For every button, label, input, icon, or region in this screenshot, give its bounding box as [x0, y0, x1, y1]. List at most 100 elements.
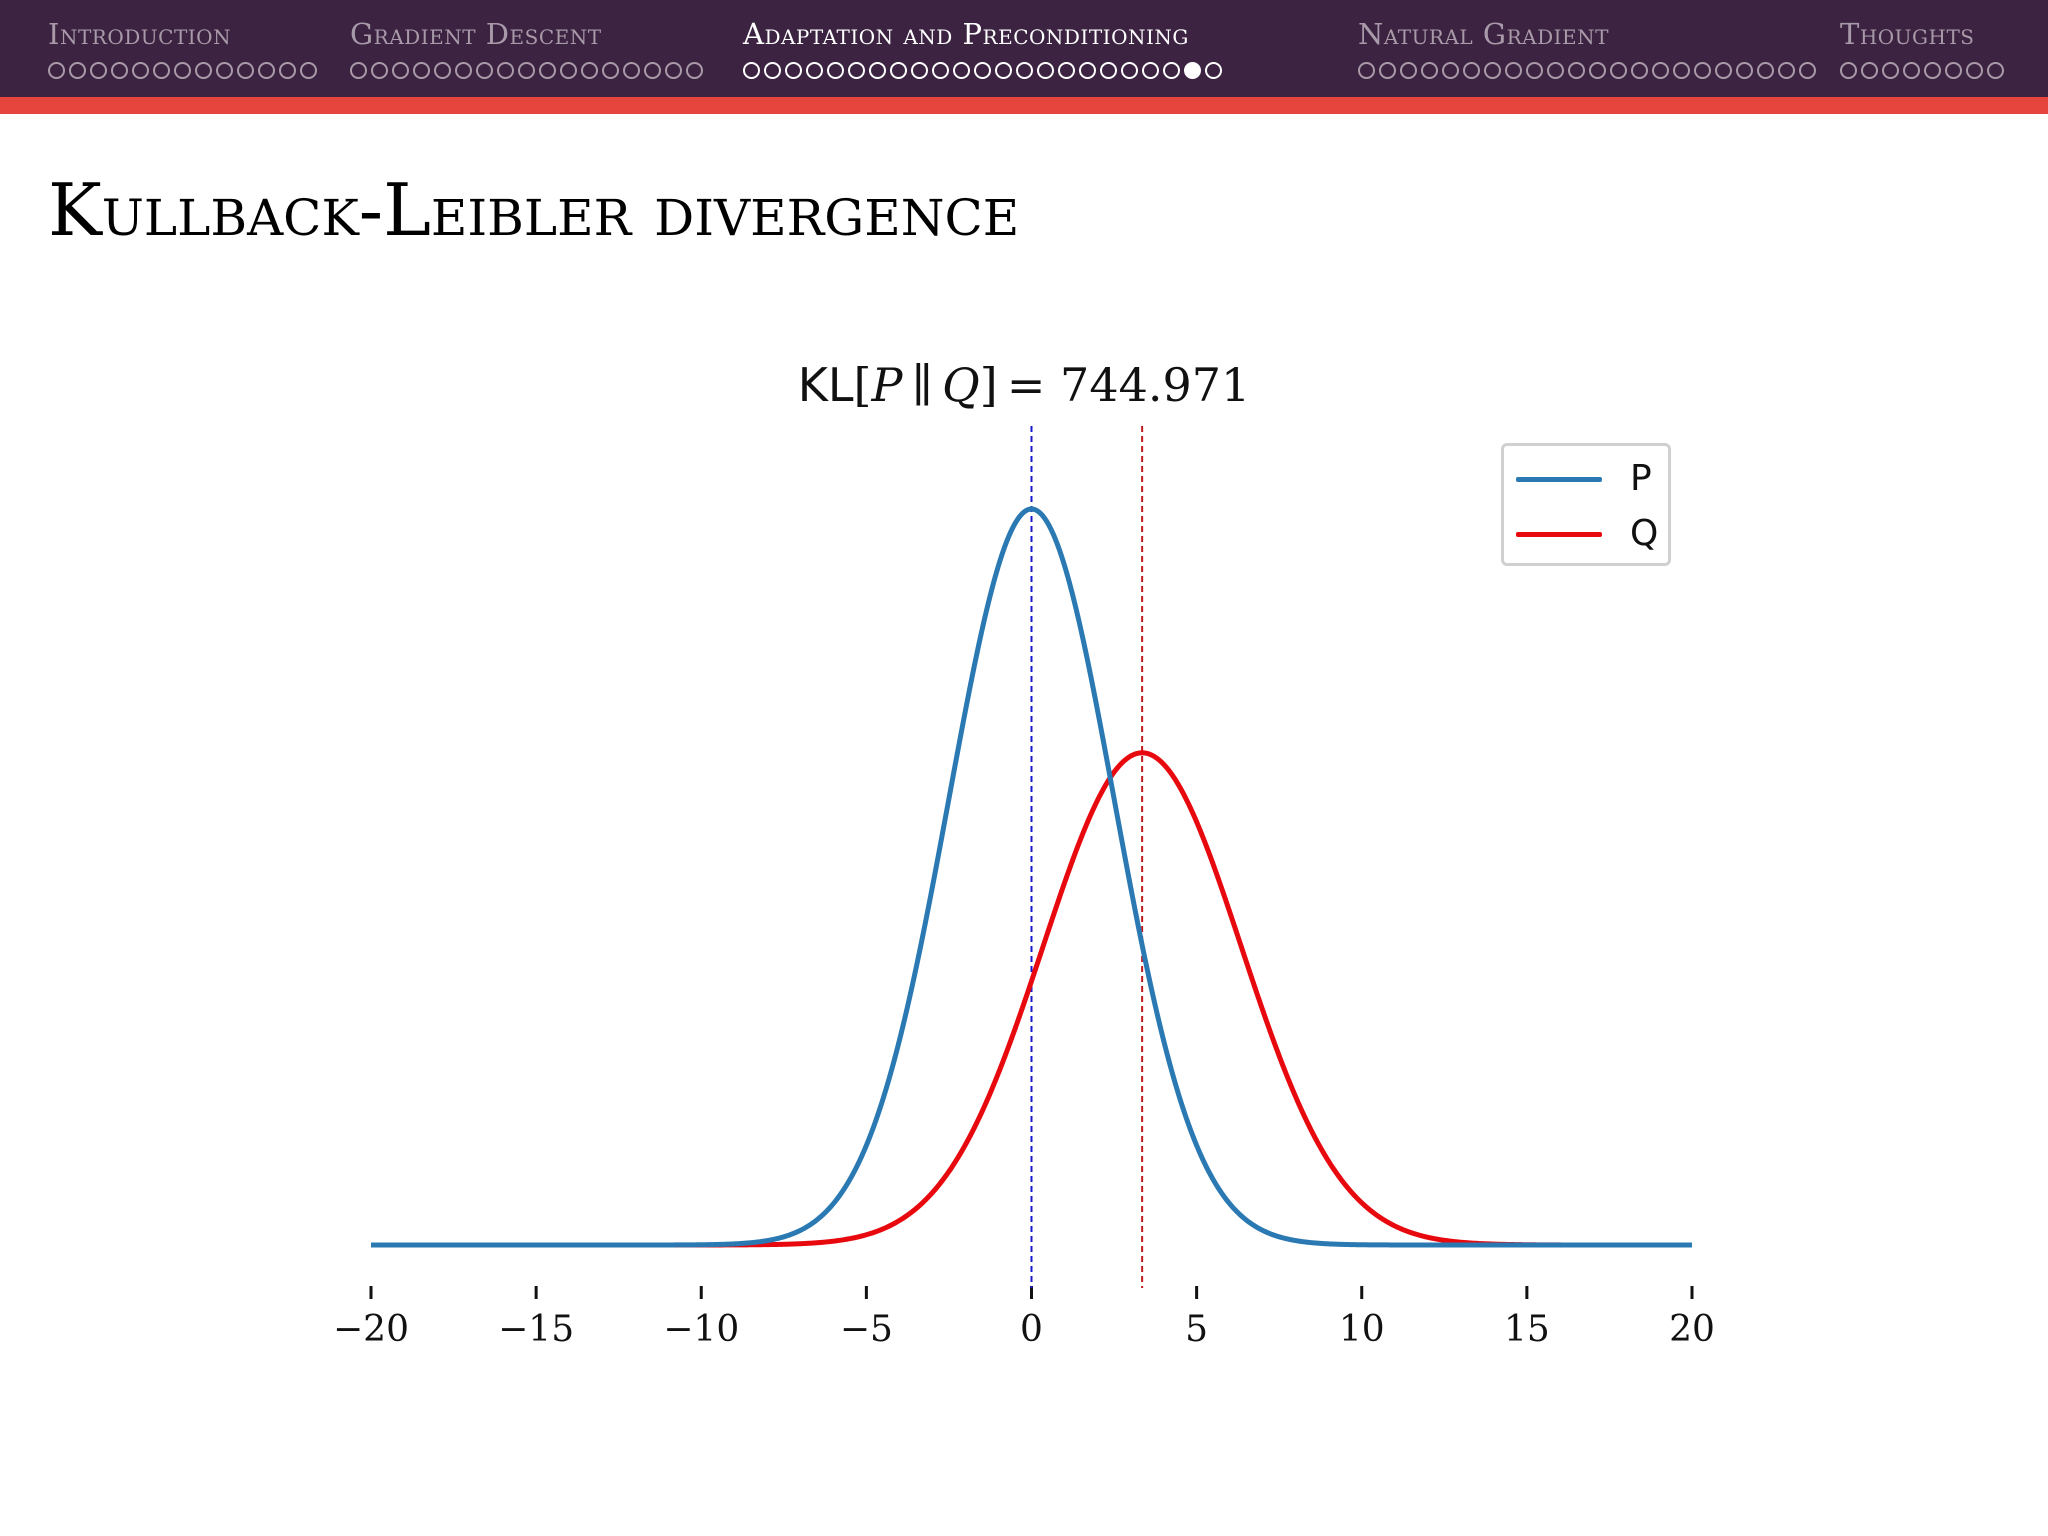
nav-dot[interactable]: [602, 62, 619, 79]
nav-dot[interactable]: [1121, 62, 1138, 79]
nav-dot[interactable]: [434, 62, 451, 79]
nav-dot[interactable]: [890, 62, 907, 79]
nav-dot[interactable]: [1400, 62, 1417, 79]
nav-dot[interactable]: [1861, 62, 1878, 79]
nav-dot[interactable]: [1358, 62, 1375, 79]
nav-dot[interactable]: [90, 62, 107, 79]
nav-dot[interactable]: [1882, 62, 1899, 79]
nav-dot[interactable]: [1526, 62, 1543, 79]
nav-dot[interactable]: [195, 62, 212, 79]
nav-dot[interactable]: [932, 62, 949, 79]
nav-dot[interactable]: [911, 62, 928, 79]
nav-dot[interactable]: [1694, 62, 1711, 79]
nav-dot[interactable]: [1610, 62, 1627, 79]
nav-dot[interactable]: [1163, 62, 1180, 79]
nav-section-title[interactable]: Thoughts: [1840, 17, 1975, 51]
nav-dot[interactable]: [1903, 62, 1920, 79]
nav-dot[interactable]: [743, 62, 760, 79]
nav-dot[interactable]: [1484, 62, 1501, 79]
nav-dot[interactable]: [1715, 62, 1732, 79]
nav-dot[interactable]: [623, 62, 640, 79]
nav-dot[interactable]: [1505, 62, 1522, 79]
chart-title-value: = 744.971: [1006, 358, 1251, 412]
nav-section-title[interactable]: Natural Gradient: [1358, 17, 1609, 51]
nav-dot[interactable]: [1100, 62, 1117, 79]
nav-dot[interactable]: [1058, 62, 1075, 79]
nav-dot[interactable]: [665, 62, 682, 79]
nav-dot[interactable]: [279, 62, 296, 79]
nav-progress-dots: [48, 62, 317, 79]
nav-dot[interactable]: [686, 62, 703, 79]
nav-section-gradient-descent[interactable]: Gradient Descent: [350, 18, 703, 79]
nav-dot[interactable]: [1421, 62, 1438, 79]
nav-dot[interactable]: [1205, 62, 1222, 79]
nav-dot[interactable]: [48, 62, 65, 79]
nav-dot[interactable]: [237, 62, 254, 79]
nav-dot[interactable]: [1547, 62, 1564, 79]
nav-dot[interactable]: [132, 62, 149, 79]
nav-dot[interactable]: [644, 62, 661, 79]
nav-dot[interactable]: [1016, 62, 1033, 79]
nav-dot[interactable]: [111, 62, 128, 79]
nav-dot[interactable]: [953, 62, 970, 79]
nav-dot[interactable]: [174, 62, 191, 79]
nav-dot[interactable]: [1736, 62, 1753, 79]
nav-dot-current[interactable]: [1184, 62, 1201, 79]
nav-dot[interactable]: [476, 62, 493, 79]
nav-dot[interactable]: [216, 62, 233, 79]
nav-dot[interactable]: [69, 62, 86, 79]
nav-dot[interactable]: [1945, 62, 1962, 79]
nav-section-natural-gradient[interactable]: Natural Gradient: [1358, 18, 1816, 79]
x-tick-label: −20: [333, 1309, 409, 1350]
nav-dot[interactable]: [1079, 62, 1096, 79]
nav-dot[interactable]: [827, 62, 844, 79]
nav-dot[interactable]: [1379, 62, 1396, 79]
nav-dot[interactable]: [1568, 62, 1585, 79]
nav-dot[interactable]: [1652, 62, 1669, 79]
nav-dot[interactable]: [1589, 62, 1606, 79]
nav-dot[interactable]: [1757, 62, 1774, 79]
nav-dot[interactable]: [560, 62, 577, 79]
nav-dot[interactable]: [258, 62, 275, 79]
nav-dot[interactable]: [539, 62, 556, 79]
nav-dot[interactable]: [1037, 62, 1054, 79]
nav-dot[interactable]: [974, 62, 991, 79]
nav-dot[interactable]: [848, 62, 865, 79]
nav-dot[interactable]: [392, 62, 409, 79]
nav-dot[interactable]: [1673, 62, 1690, 79]
nav-dot[interactable]: [153, 62, 170, 79]
nav-dot[interactable]: [1966, 62, 1983, 79]
nav-dot[interactable]: [1631, 62, 1648, 79]
nav-dot[interactable]: [995, 62, 1012, 79]
nav-dot[interactable]: [581, 62, 598, 79]
nav-dot[interactable]: [497, 62, 514, 79]
legend-swatch-q: [1516, 531, 1602, 537]
nav-dot[interactable]: [764, 62, 781, 79]
nav-dot[interactable]: [1799, 62, 1816, 79]
nav-dot[interactable]: [1778, 62, 1795, 79]
nav-dot[interactable]: [806, 62, 823, 79]
nav-dot[interactable]: [1987, 62, 2004, 79]
nav-section-title[interactable]: Introduction: [48, 17, 232, 51]
nav-section-thoughts[interactable]: Thoughts: [1840, 18, 2004, 79]
nav-section-title[interactable]: Adaptation and Preconditioning: [743, 17, 1189, 51]
nav-dot[interactable]: [869, 62, 886, 79]
nav-section-title[interactable]: Gradient Descent: [350, 17, 602, 51]
nav-progress-dots: [1358, 62, 1816, 79]
nav-dot[interactable]: [371, 62, 388, 79]
nav-dot[interactable]: [413, 62, 430, 79]
nav-section-adaptation-and-preconditioning[interactable]: Adaptation and Preconditioning: [743, 18, 1222, 79]
nav-dot[interactable]: [1463, 62, 1480, 79]
nav-dot[interactable]: [1840, 62, 1857, 79]
x-axis: −20 −15 −10 −5 0 5 10 15 20: [333, 1286, 1715, 1350]
nav-dot[interactable]: [300, 62, 317, 79]
nav-dot[interactable]: [518, 62, 535, 79]
nav-dot[interactable]: [1142, 62, 1159, 79]
nav-dot[interactable]: [1442, 62, 1459, 79]
nav-dot[interactable]: [1924, 62, 1941, 79]
nav-dot[interactable]: [785, 62, 802, 79]
nav-dot[interactable]: [455, 62, 472, 79]
nav-section-introduction[interactable]: Introduction: [48, 18, 317, 79]
nav-dot[interactable]: [350, 62, 367, 79]
